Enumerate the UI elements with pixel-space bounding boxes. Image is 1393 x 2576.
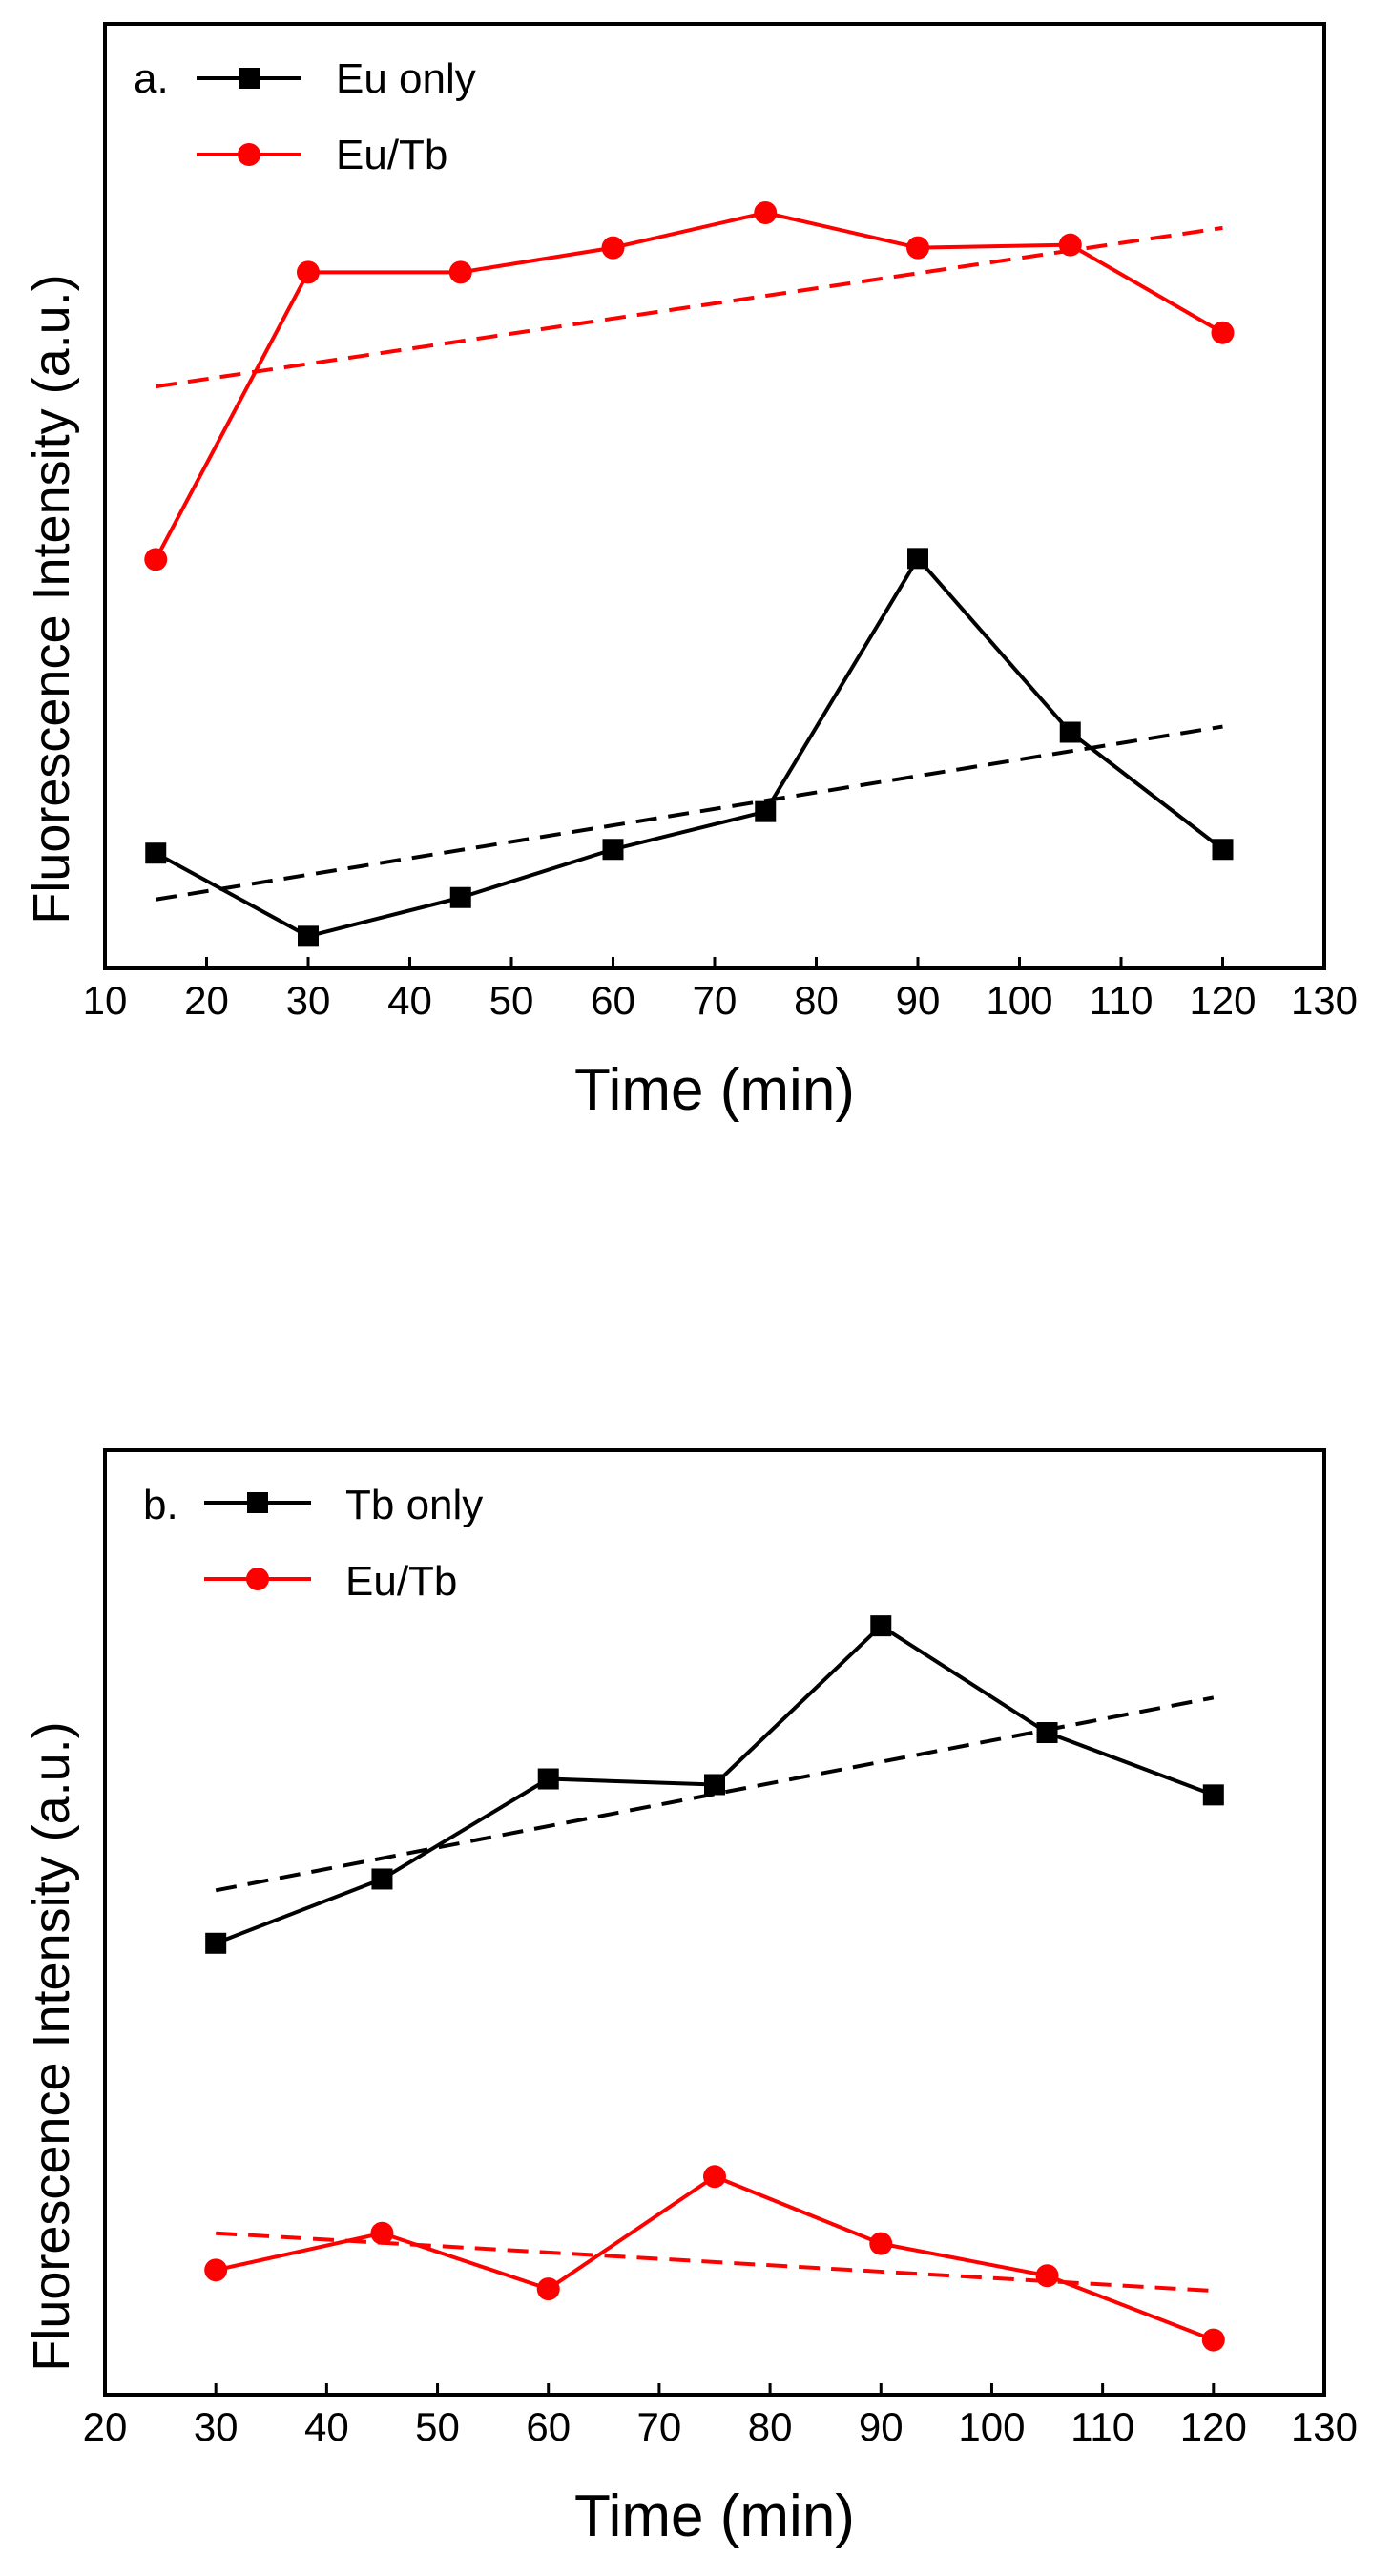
panel-b-x-tick-label: 110	[1071, 2404, 1134, 2449]
panel-b-x-tick-label: 50	[415, 2404, 460, 2449]
panel-a-x-tick-label: 80	[794, 978, 839, 1023]
panel-a-series-0-point	[1212, 839, 1234, 861]
panel-b-x-axis-label: Time (min)	[574, 2483, 855, 2549]
panel-a-series-line-0	[155, 556, 1224, 939]
panel-b-x-tick-label: 80	[748, 2404, 793, 2449]
panel-b-legend-marker-1	[246, 1568, 269, 1590]
panel-b: 20 30 40 50 60 70 80 90 100 110 120 130 b. Tb only …	[23, 1448, 1358, 2549]
panel-a-legend-marker-1	[238, 143, 260, 166]
panel-a-series-1-point	[906, 236, 929, 260]
panel-b-x-tick-label: 70	[637, 2404, 682, 2449]
panel-a-trendline-1	[155, 225, 1223, 389]
panel-a-x-tick-label: 120	[1189, 978, 1256, 1023]
panel-b-series-line-1	[215, 2174, 1215, 2342]
panel-b-x-tick-label: 20	[83, 2404, 128, 2449]
panel-a-series-1-point	[448, 260, 472, 284]
panel-b-series-1-point	[1201, 2328, 1225, 2352]
panel-b-series-1-point	[536, 2277, 560, 2301]
panel-b-series-1-point	[869, 2232, 893, 2255]
panel-a-x-tick-label: 30	[286, 978, 331, 1023]
panel-a: 10 20 30 40 50 60 70 80 90 100 110 120 130 a. Eu onl…	[23, 22, 1358, 1123]
panel-b-x-tick-label: 100	[958, 2404, 1025, 2449]
panel-a-series-1-point	[1211, 321, 1235, 344]
panel-b-x-tick-label: 40	[304, 2404, 349, 2449]
panel-a-series-line-1	[154, 211, 1224, 561]
panel-b-series-1-point	[1035, 2264, 1059, 2288]
panel-b-series-1-point	[204, 2258, 228, 2282]
panel-a-series-1-point	[144, 548, 168, 571]
panel-b-legend-label-1: Eu/Tb	[345, 1558, 457, 1605]
panel-b-series-0-point	[1202, 1784, 1224, 1806]
panel-b-legend-label-0: Tb only	[345, 1482, 483, 1528]
panel-b-label: b.	[143, 1482, 178, 1528]
panel-a-x-tick-label: 90	[896, 978, 941, 1023]
panel-a-plot-frame	[103, 22, 1326, 970]
panel-a-series-0-point	[907, 548, 928, 570]
panel-b-series-1-point	[703, 2165, 726, 2189]
panel-a-x-tick-label: 10	[83, 978, 128, 1023]
panel-b-series-0-point	[870, 1615, 892, 1637]
panel-b-series-1-point	[370, 2221, 394, 2245]
panel-a-trendlines	[155, 225, 1223, 902]
panel-a-series-0-point	[298, 925, 319, 947]
panel-b-legend-marker-0	[247, 1492, 268, 1513]
panel-b-series-0-point	[371, 1868, 393, 1890]
panel-a-x-axis-label: Time (min)	[574, 1057, 855, 1123]
panel-b-series	[204, 1615, 1225, 2352]
panel-a-x-tick-label: 110	[1090, 978, 1154, 1023]
panel-b-series-0-point	[704, 1774, 725, 1796]
panel-a-legend: a. Eu only Eu/Tb	[134, 55, 476, 178]
panel-a-x-tick-label: 50	[489, 978, 534, 1023]
panel-a-series	[144, 201, 1235, 947]
panel-a-legend-label-1: Eu/Tb	[336, 132, 447, 178]
panel-a-series-1-point	[601, 236, 625, 260]
panel-a-x-tick-label: 40	[387, 978, 432, 1023]
panel-a-label: a.	[134, 55, 169, 102]
panel-a-series-0-point	[1059, 721, 1081, 743]
panel-a-series-1-point	[297, 260, 320, 284]
panel-b-x-tick-label: 90	[859, 2404, 904, 2449]
panel-b-x-tick-label: 30	[194, 2404, 239, 2449]
panel-b-x-tick-label: 120	[1180, 2404, 1247, 2449]
panel-a-series-0-point	[755, 800, 777, 822]
panel-a-x-tick-label: 60	[591, 978, 635, 1023]
panel-a-series-1-point	[754, 201, 778, 224]
panel-b-x-tick-label: 130	[1291, 2404, 1358, 2449]
panel-b-series-0-point	[537, 1768, 559, 1790]
panel-a-x-tick-label: 130	[1291, 978, 1358, 1023]
panel-a-x-tick-label: 20	[184, 978, 229, 1023]
panel-b-series-0-point	[205, 1932, 227, 1954]
panel-b-x-ticks: 20 30 40 50 60 70 80 90 100 110 120 130	[83, 2383, 1358, 2449]
panel-b-legend: b. Tb only Eu/Tb	[143, 1482, 483, 1605]
panel-b-series-0-point	[1036, 1722, 1058, 1744]
panel-a-series-1-point	[1058, 233, 1082, 257]
panel-a-trendline-0	[155, 724, 1223, 902]
panel-b-y-axis-label: Fluorescence Intensity (a.u.)	[23, 1721, 80, 2371]
panel-a-x-ticks: 10 20 30 40 50 60 70 80 90 100 110 120 130	[83, 957, 1358, 1023]
panel-a-legend-label-0: Eu only	[336, 55, 476, 102]
panel-a-y-axis-label: Fluorescence Intensity (a.u.)	[23, 274, 80, 924]
panel-a-series-0-point	[145, 842, 167, 864]
panel-b-x-tick-label: 60	[526, 2404, 571, 2449]
panel-b-plot-frame	[103, 1448, 1326, 2397]
panel-a-series-0-point	[602, 839, 624, 861]
panel-a-x-tick-label: 70	[693, 978, 738, 1023]
panel-a-legend-marker-0	[239, 68, 260, 89]
panel-a-series-0-point	[449, 886, 471, 908]
panel-a-x-tick-label: 100	[986, 978, 1052, 1023]
